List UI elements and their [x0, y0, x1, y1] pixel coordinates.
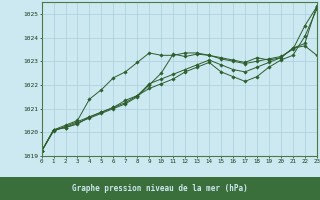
Text: Graphe pression niveau de la mer (hPa): Graphe pression niveau de la mer (hPa) [72, 184, 248, 193]
